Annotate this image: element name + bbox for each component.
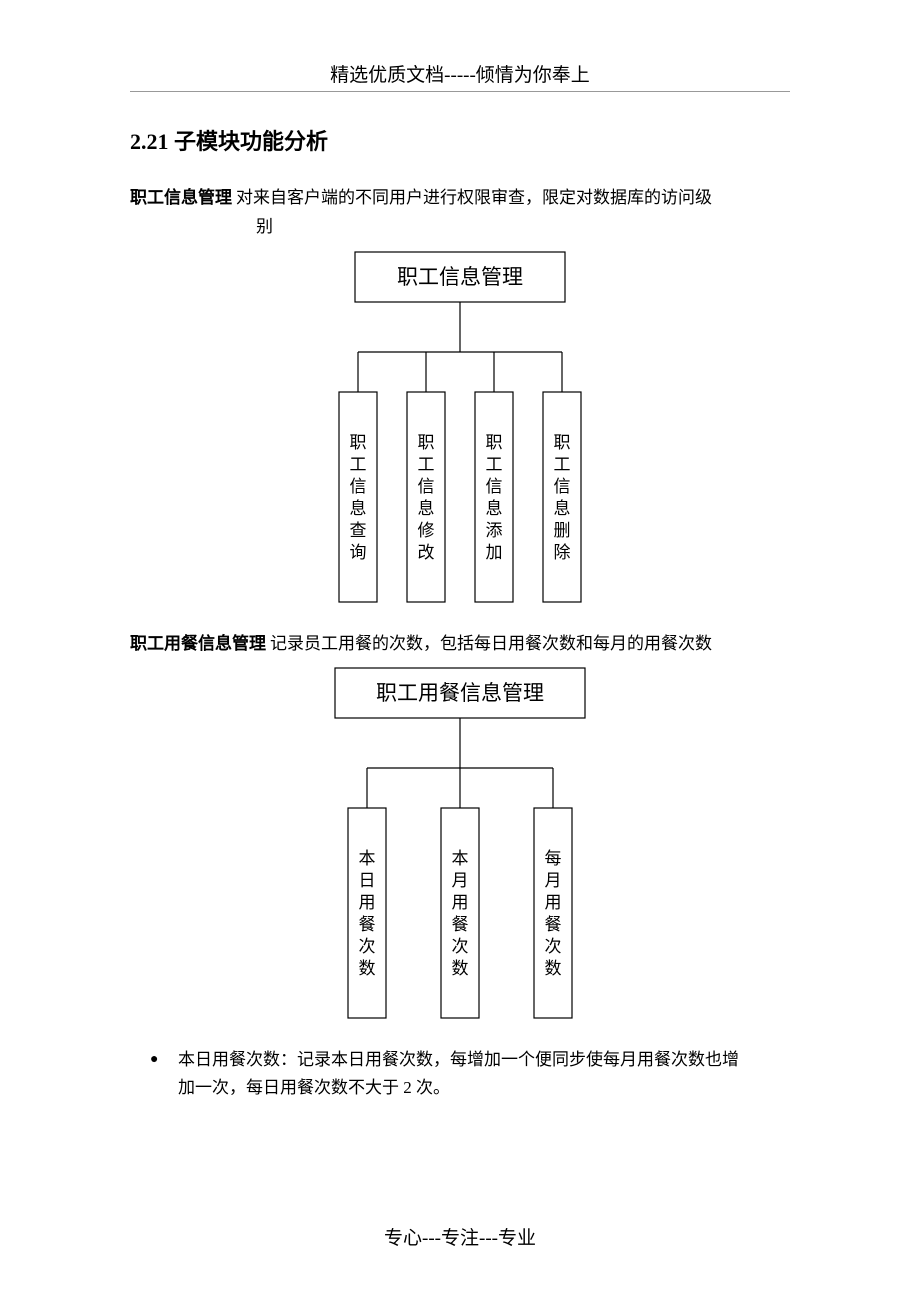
svg-text:数: 数 [359,959,376,978]
block1-intro: 职工信息管理 对来自客户端的不同用户进行权限审查，限定对数据库的访问级 [130,184,790,211]
block2-desc: 记录员工用餐的次数，包括每日用餐次数和每月的用餐次数 [270,630,790,657]
svg-text:工: 工 [350,455,367,474]
svg-text:本: 本 [359,849,376,868]
header-divider [130,91,790,92]
block2-intro: 职工用餐信息管理 记录员工用餐的次数，包括每日用餐次数和每月的用餐次数 [130,630,790,657]
svg-text:信: 信 [418,477,435,496]
svg-text:信: 信 [554,477,571,496]
svg-text:餐: 餐 [359,915,376,934]
svg-text:次: 次 [359,937,376,956]
bullet-list: ● 本日用餐次数：记录本日用餐次数，每增加一个便同步使每月用餐次数也增 加一次，… [150,1046,790,1104]
page-footer: 专心---专注---专业 [130,1223,790,1250]
svg-text:数: 数 [545,959,562,978]
svg-text:职: 职 [554,433,571,452]
bullet-line1: 本日用餐次数：记录本日用餐次数，每增加一个便同步使每月用餐次数也增 [178,1046,790,1075]
block1-desc-line1: 对来自客户端的不同用户进行权限审查，限定对数据库的访问级 [236,184,790,211]
svg-text:删: 删 [554,521,571,540]
svg-text:除: 除 [554,543,571,562]
section-heading: 2.21 子模块功能分析 [130,124,790,156]
block2-label: 职工用餐信息管理 [130,630,266,657]
block2-diagram-wrap: 职工用餐信息管理本日用餐次数本月用餐次数每月用餐次数 [130,666,790,1022]
svg-text:信: 信 [486,477,503,496]
svg-text:改: 改 [418,543,435,562]
svg-text:询: 询 [350,543,367,562]
svg-text:职: 职 [418,433,435,452]
bullet-line2: 加一次，每日用餐次数不大于 2 次。 [178,1074,790,1103]
svg-text:本: 本 [452,849,469,868]
svg-text:餐: 餐 [545,915,562,934]
svg-text:查: 查 [350,521,367,540]
svg-text:息: 息 [554,499,571,518]
svg-text:每: 每 [545,849,562,868]
block1-label: 职工信息管理 [130,184,232,211]
svg-text:日: 日 [359,871,376,890]
block2-tree-diagram: 职工用餐信息管理本日用餐次数本月用餐次数每月用餐次数 [315,666,605,1022]
bullet-item: ● 本日用餐次数：记录本日用餐次数，每增加一个便同步使每月用餐次数也增 [150,1046,790,1075]
svg-text:月: 月 [545,871,562,890]
svg-text:用: 用 [359,893,376,912]
document-page: 精选优质文档-----倾情为你奉上 2.21 子模块功能分析 职工信息管理 对来… [0,0,920,1290]
bullet-text1: 记录本日用餐次数，每增加一个便同步使每月用餐次数也增 [297,1050,739,1069]
bullet-label: 本日用餐次数： [178,1050,297,1069]
svg-text:信: 信 [350,477,367,496]
page-header: 精选优质文档-----倾情为你奉上 [130,60,790,87]
svg-text:职工用餐信息管理: 职工用餐信息管理 [376,681,544,705]
svg-text:工: 工 [418,455,435,474]
block1-desc-line2: 别 [256,213,790,240]
block1-diagram-wrap: 职工信息管理职工信息查询职工信息修改职工信息添加职工信息删除 [130,250,790,606]
block1-tree-diagram: 职工信息管理职工信息查询职工信息修改职工信息添加职工信息删除 [319,250,601,606]
bullet-icon: ● [150,1046,178,1075]
svg-text:修: 修 [418,521,435,540]
svg-text:用: 用 [545,893,562,912]
svg-text:职工信息管理: 职工信息管理 [397,265,523,289]
svg-text:工: 工 [486,455,503,474]
svg-text:数: 数 [452,959,469,978]
svg-text:职: 职 [350,433,367,452]
svg-text:息: 息 [350,499,367,518]
svg-text:用: 用 [452,893,469,912]
svg-text:添: 添 [486,521,503,540]
svg-text:餐: 餐 [452,915,469,934]
svg-text:次: 次 [545,937,562,956]
svg-text:次: 次 [452,937,469,956]
svg-text:工: 工 [554,455,571,474]
svg-text:月: 月 [452,871,469,890]
svg-text:息: 息 [486,499,503,518]
svg-text:职: 职 [486,433,503,452]
svg-text:加: 加 [486,543,503,562]
svg-text:息: 息 [418,499,435,518]
